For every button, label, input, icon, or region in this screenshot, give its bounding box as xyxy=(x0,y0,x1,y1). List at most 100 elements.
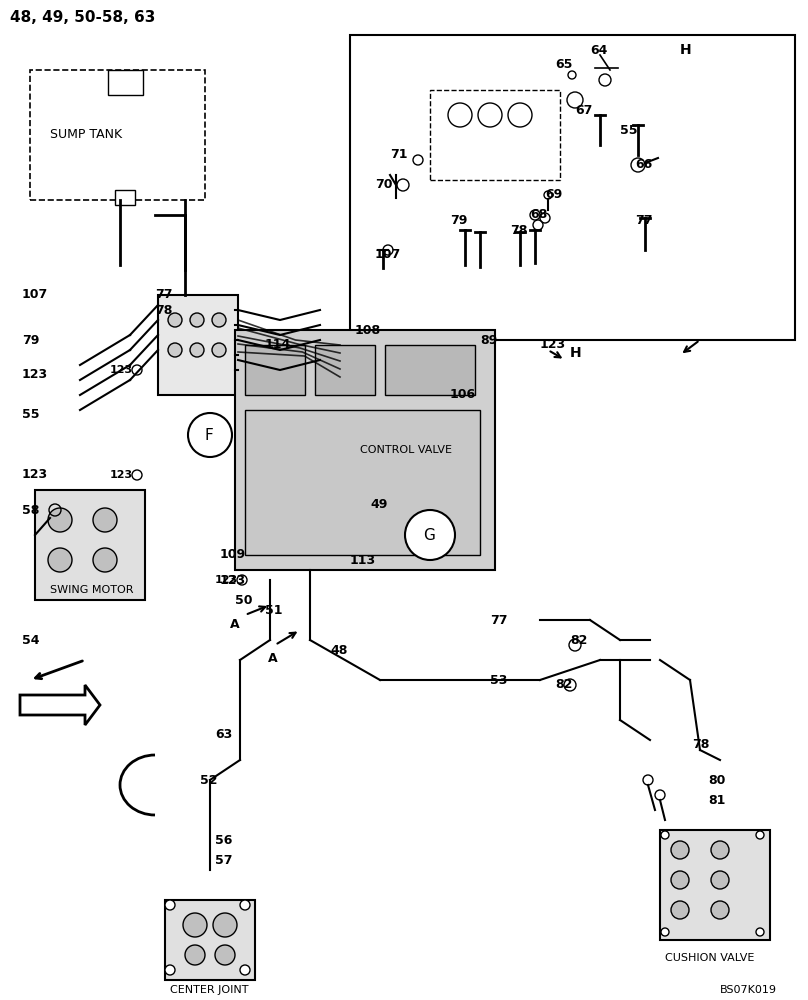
Bar xyxy=(245,345,305,395)
Bar xyxy=(35,490,145,600)
Text: 56: 56 xyxy=(215,834,233,846)
Bar xyxy=(660,830,770,940)
Circle shape xyxy=(168,313,182,327)
Circle shape xyxy=(671,901,689,919)
Text: 123: 123 xyxy=(540,338,566,352)
Text: 54: 54 xyxy=(22,634,40,647)
Text: 123: 123 xyxy=(110,365,133,375)
Text: H: H xyxy=(570,346,582,360)
Text: 79: 79 xyxy=(22,334,40,347)
Circle shape xyxy=(190,343,204,357)
Text: 82: 82 xyxy=(570,634,587,647)
Text: 70: 70 xyxy=(375,178,393,192)
Text: 123: 123 xyxy=(22,368,48,381)
Text: 67: 67 xyxy=(575,104,592,116)
Text: 89: 89 xyxy=(480,334,497,347)
Text: 107: 107 xyxy=(22,288,48,302)
Bar xyxy=(115,190,135,205)
Circle shape xyxy=(93,548,117,572)
Text: 79: 79 xyxy=(450,214,467,227)
Circle shape xyxy=(93,508,117,532)
Circle shape xyxy=(212,313,226,327)
Text: 65: 65 xyxy=(555,58,572,72)
Circle shape xyxy=(48,548,72,572)
Circle shape xyxy=(48,508,72,532)
Circle shape xyxy=(671,871,689,889)
Text: CUSHION VALVE: CUSHION VALVE xyxy=(665,953,755,963)
Text: 114: 114 xyxy=(265,338,291,352)
Text: 52: 52 xyxy=(200,774,217,786)
Text: A: A xyxy=(230,618,240,632)
Bar xyxy=(30,70,205,200)
Circle shape xyxy=(188,413,232,457)
Circle shape xyxy=(213,913,237,937)
Text: A: A xyxy=(268,652,278,664)
Text: 77: 77 xyxy=(635,214,653,227)
Text: CENTER JOINT: CENTER JOINT xyxy=(170,985,249,995)
Circle shape xyxy=(165,900,175,910)
Text: 123: 123 xyxy=(215,575,238,585)
Bar xyxy=(158,295,238,395)
Bar xyxy=(315,345,375,395)
Bar xyxy=(235,330,495,570)
Circle shape xyxy=(165,965,175,975)
Text: BS07K019: BS07K019 xyxy=(720,985,777,995)
Text: 109: 109 xyxy=(220,548,246,562)
Text: 69: 69 xyxy=(545,188,562,202)
Text: 107: 107 xyxy=(375,248,402,261)
Circle shape xyxy=(215,945,235,965)
Text: 51: 51 xyxy=(265,603,283,616)
Circle shape xyxy=(240,965,250,975)
Circle shape xyxy=(711,841,729,859)
Circle shape xyxy=(711,901,729,919)
Bar xyxy=(385,345,475,395)
Text: 55: 55 xyxy=(22,408,40,422)
Text: SWING MOTOR: SWING MOTOR xyxy=(50,585,133,595)
Text: 49: 49 xyxy=(370,498,387,512)
Text: 77: 77 xyxy=(155,288,172,302)
Circle shape xyxy=(168,343,182,357)
Text: 48, 49, 50-58, 63: 48, 49, 50-58, 63 xyxy=(10,10,155,25)
Text: G: G xyxy=(423,528,435,542)
Text: 50: 50 xyxy=(235,593,252,606)
Bar xyxy=(245,410,480,555)
Text: 78: 78 xyxy=(510,224,528,236)
Text: 113: 113 xyxy=(350,554,377,566)
Text: 78: 78 xyxy=(692,738,709,752)
Text: F: F xyxy=(204,428,213,442)
Circle shape xyxy=(212,343,226,357)
Circle shape xyxy=(671,841,689,859)
Text: 68: 68 xyxy=(530,209,547,222)
Circle shape xyxy=(240,900,250,910)
Circle shape xyxy=(405,510,455,560)
Bar xyxy=(350,35,795,340)
Text: 106: 106 xyxy=(450,388,476,401)
Text: 108: 108 xyxy=(355,324,381,336)
Text: 82: 82 xyxy=(555,678,572,692)
Circle shape xyxy=(185,945,205,965)
Circle shape xyxy=(661,831,669,839)
Text: 77: 77 xyxy=(490,613,507,626)
Text: SUMP TANK: SUMP TANK xyxy=(50,128,122,141)
Text: 58: 58 xyxy=(22,504,40,516)
Text: 64: 64 xyxy=(590,43,608,56)
Text: 53: 53 xyxy=(490,674,507,686)
Text: 57: 57 xyxy=(215,854,233,866)
Bar xyxy=(165,900,255,980)
Text: 80: 80 xyxy=(708,774,726,786)
Text: 78: 78 xyxy=(155,304,172,316)
Text: 48: 48 xyxy=(330,644,347,656)
Text: CONTROL VALVE: CONTROL VALVE xyxy=(360,445,452,455)
Circle shape xyxy=(190,313,204,327)
Circle shape xyxy=(661,928,669,936)
Text: 123: 123 xyxy=(220,574,246,586)
Text: 81: 81 xyxy=(708,794,726,806)
Text: 71: 71 xyxy=(390,148,407,161)
Circle shape xyxy=(711,871,729,889)
Text: 66: 66 xyxy=(635,158,652,172)
Text: H: H xyxy=(680,43,692,57)
Circle shape xyxy=(756,928,764,936)
Text: 63: 63 xyxy=(215,728,232,742)
Circle shape xyxy=(756,831,764,839)
Bar xyxy=(430,90,560,180)
